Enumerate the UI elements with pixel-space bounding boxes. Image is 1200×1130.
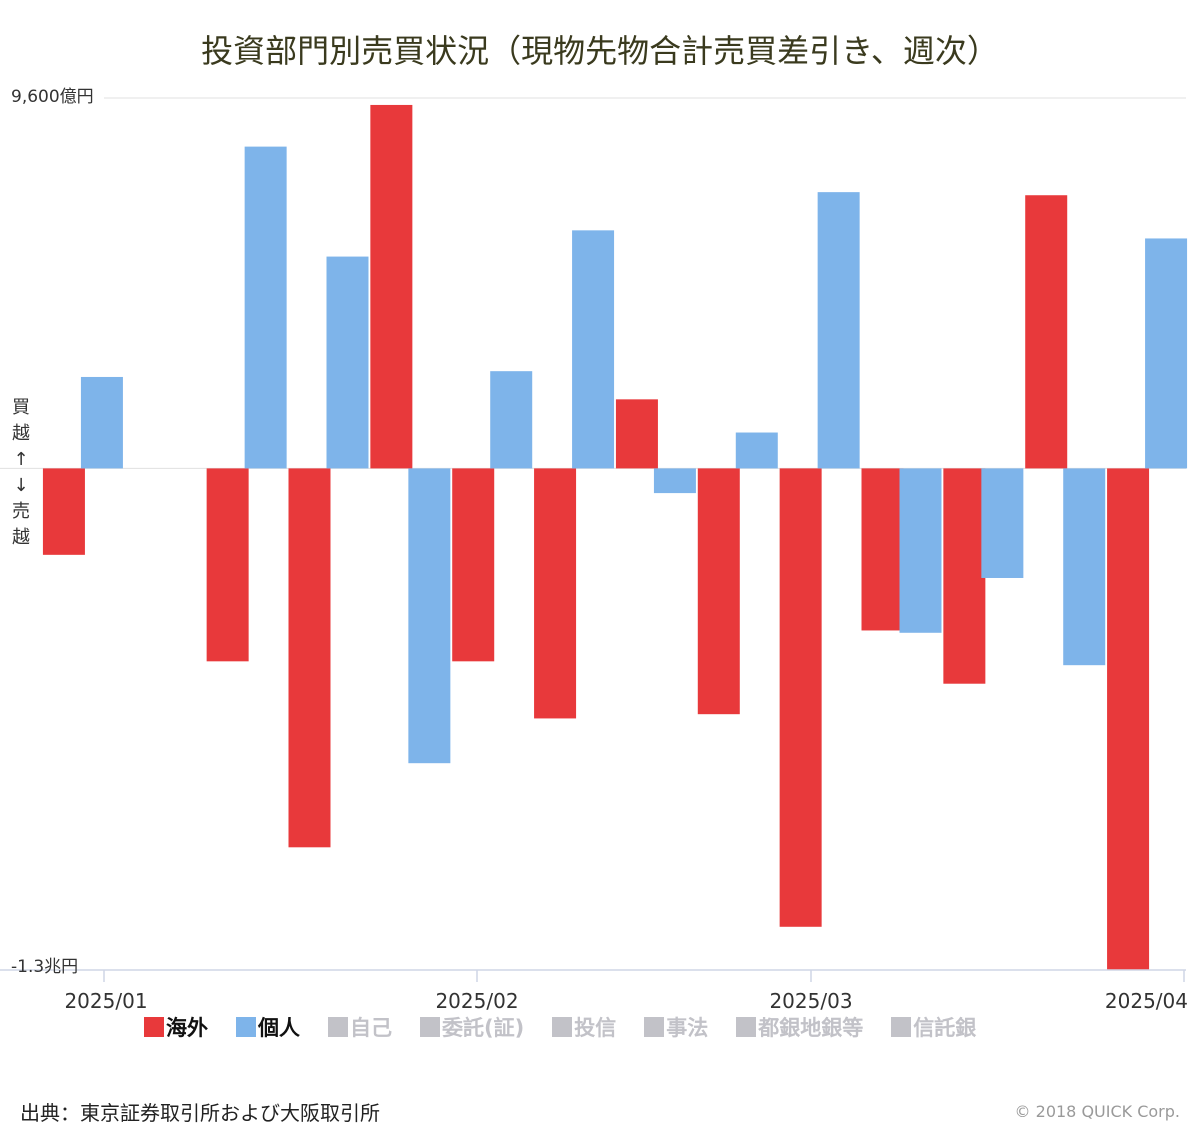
x-tick-label: 2025/01 <box>64 989 147 1010</box>
legend-item[interactable]: 委託(証) <box>420 1014 524 1040</box>
bar-individual <box>735 432 778 469</box>
bar-individual <box>490 371 533 469</box>
legend-label: 委託(証) <box>442 1016 525 1040</box>
bar-foreign <box>779 468 822 927</box>
bar-foreign <box>697 468 740 715</box>
legend-item[interactable]: 個人 <box>236 1014 300 1040</box>
legend-item[interactable]: 都銀地銀等 <box>736 1014 863 1040</box>
bar-foreign <box>861 468 904 631</box>
down-arrow-icon: ↓ <box>13 475 29 496</box>
bar-foreign <box>943 468 986 684</box>
buy-sell-direction-label: 買 越 ↑ ↓ 売 越 <box>10 395 32 551</box>
legend-label: 個人 <box>258 1016 300 1040</box>
bar-foreign <box>615 399 658 469</box>
legend-swatch <box>236 1017 256 1037</box>
x-tick-label: 2025/03 <box>769 989 852 1010</box>
legend-label: 自己 <box>350 1016 392 1040</box>
bar-individual <box>408 468 451 764</box>
y-axis-top-label: 9,600億円 <box>11 87 94 107</box>
buy-sell-char: 売 <box>12 501 30 522</box>
bar-individual <box>1145 238 1188 469</box>
legend: 海外 個人 自己 委託(証) 投信 事法 都銀地銀等 信託銀 <box>144 1014 1104 1050</box>
up-arrow-icon: ↑ <box>13 449 29 470</box>
legend-label: 事法 <box>666 1016 709 1040</box>
bar-foreign <box>1025 195 1068 469</box>
chart-title: 投資部門別売買状況（現物先物合計売買差引き、週次） <box>201 32 999 70</box>
buy-sell-char: 越 <box>12 423 30 444</box>
legend-swatch <box>552 1017 573 1037</box>
y-axis-bottom-label: -1.3兆円 <box>11 957 79 977</box>
bar-foreign <box>452 468 495 662</box>
legend-item[interactable]: 海外 <box>144 1014 208 1040</box>
bar-foreign <box>288 468 331 848</box>
copyright: © 2018 QUICK Corp. <box>1014 1102 1180 1121</box>
legend-label: 信託銀 <box>913 1016 977 1040</box>
legend-label: 海外 <box>166 1016 208 1040</box>
buy-sell-char: 買 <box>12 397 30 418</box>
legend-label: 投信 <box>574 1016 617 1040</box>
buy-sell-char: 越 <box>12 527 30 548</box>
legend-item[interactable]: 信託銀 <box>891 1014 976 1040</box>
bar-foreign <box>42 468 85 555</box>
bar-foreign <box>370 104 413 469</box>
bar-individual <box>817 192 860 469</box>
bar-individual <box>899 468 942 633</box>
legend-item[interactable]: 自己 <box>328 1014 392 1040</box>
bar-individual <box>326 256 369 469</box>
legend-swatch <box>644 1017 665 1037</box>
legend-swatch <box>420 1017 440 1037</box>
legend-item[interactable]: 事法 <box>644 1014 708 1040</box>
legend-label: 都銀地銀等 <box>758 1016 864 1040</box>
bar-foreign <box>1107 468 1150 970</box>
bar-individual <box>981 468 1024 578</box>
x-tick-label: 2025/02 <box>435 989 518 1010</box>
bar-individual <box>244 146 287 469</box>
bar-foreign <box>534 468 577 719</box>
bar-individual <box>80 376 123 469</box>
legend-swatch <box>328 1017 348 1037</box>
bar-individual <box>653 468 696 494</box>
legend-swatch <box>144 1017 164 1037</box>
bar-foreign <box>206 468 249 662</box>
bar-individual <box>1063 468 1106 666</box>
x-tick-label: 2025/04 <box>1105 989 1188 1010</box>
legend-swatch <box>891 1017 912 1037</box>
bar-individual <box>572 230 615 469</box>
chart-canvas: 2025/01 2025/02 2025/03 2025/04 <box>0 97 1188 1010</box>
legend-item[interactable]: 投信 <box>552 1014 616 1040</box>
legend-swatch <box>736 1017 757 1037</box>
source-note: 出典：東京証券取引所および大阪取引所 <box>20 1101 380 1125</box>
